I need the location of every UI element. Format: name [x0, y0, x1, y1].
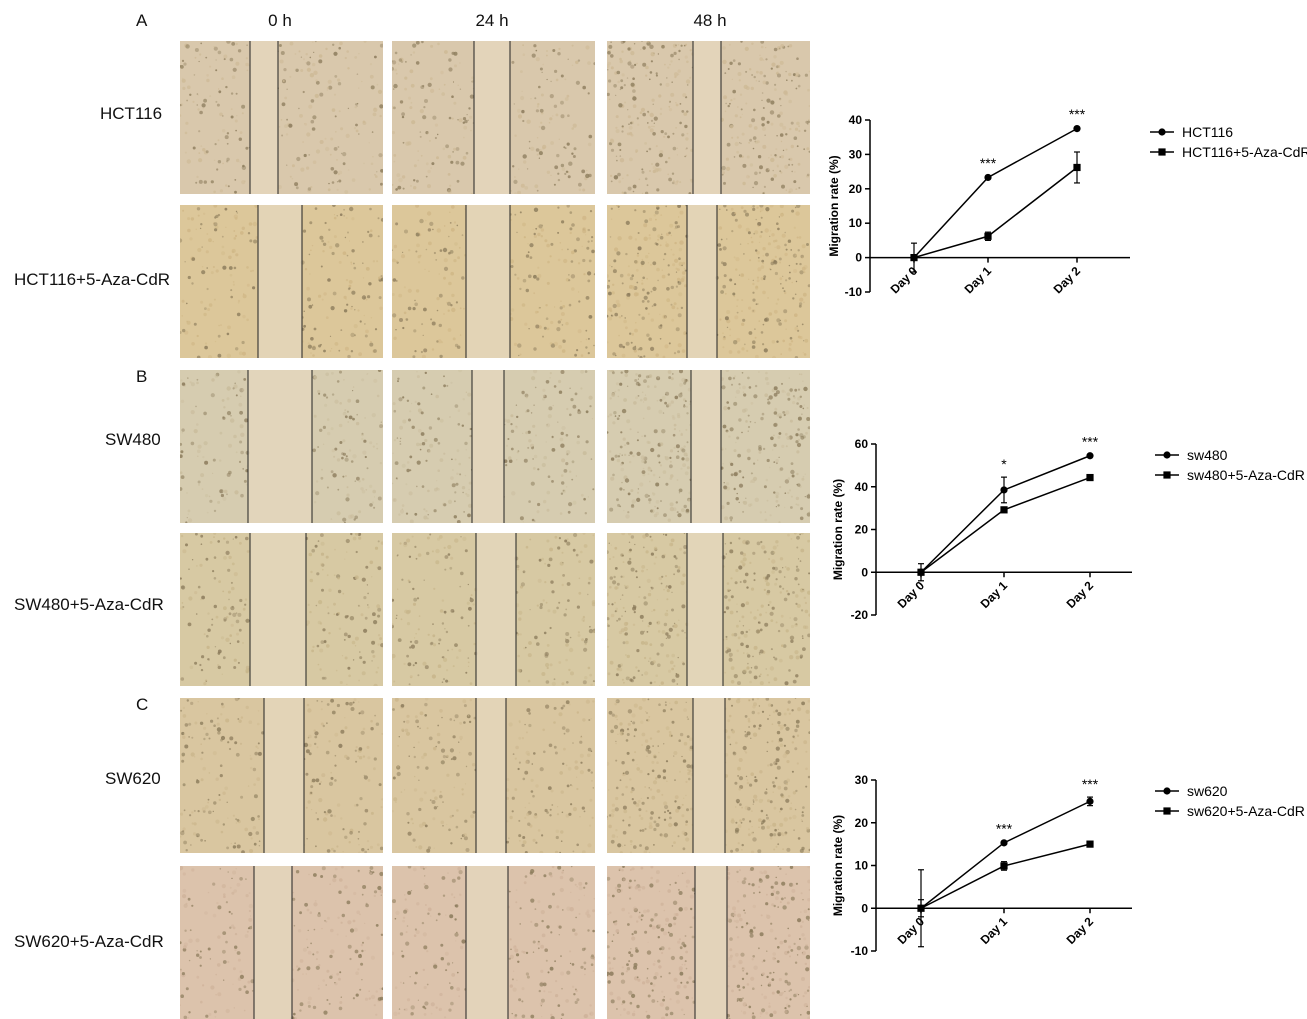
y-tick-label: 10	[849, 216, 863, 230]
data-point	[1086, 452, 1094, 460]
data-point	[1000, 862, 1008, 870]
data-point	[917, 568, 925, 576]
y-axis-label: Migration rate (%)	[827, 155, 841, 256]
significance-label: ***	[1082, 776, 1099, 792]
column-header-0h: 0 h	[268, 11, 292, 30]
data-point	[917, 904, 925, 912]
data-point	[1086, 797, 1094, 805]
microscopy-image	[607, 866, 810, 1019]
row-label-sw480: SW480	[105, 430, 161, 449]
microscopy-image	[180, 370, 383, 523]
legend-marker	[1163, 807, 1171, 815]
x-tick-label: Day 0	[895, 578, 928, 611]
y-tick-label: -10	[851, 944, 869, 958]
y-tick-label: 0	[861, 901, 868, 915]
microscopy-image	[392, 698, 595, 853]
y-tick-label: 20	[849, 182, 863, 196]
x-tick-label: Day 1	[978, 578, 1011, 611]
y-tick-label: -10	[845, 285, 863, 299]
data-point	[1086, 840, 1094, 848]
y-tick-label: 30	[855, 773, 869, 787]
column-header-48h: 48 h	[693, 11, 727, 30]
microscopy-image	[607, 205, 810, 358]
y-tick-label: 0	[861, 565, 868, 579]
legend-label: sw620	[1187, 783, 1228, 799]
microscopy-image	[180, 698, 383, 853]
legend-label: HCT116	[1182, 124, 1233, 140]
data-point	[1086, 473, 1094, 482]
x-tick-label: Day 1	[962, 264, 995, 297]
significance-label: ***	[980, 155, 997, 171]
legend-marker	[1158, 128, 1166, 136]
legend-marker	[1163, 451, 1171, 459]
data-point	[1073, 125, 1081, 133]
column-header-24h: 24 h	[475, 11, 509, 30]
data-point	[1000, 839, 1008, 847]
microscopy-image	[607, 41, 810, 194]
series-line	[920, 843, 1091, 909]
microscopy-image	[607, 698, 810, 853]
legend-label: HCT116+5-Aza-CdR	[1182, 144, 1307, 160]
x-tick-label: Day 0	[888, 264, 921, 297]
panel-letter-b: B	[136, 367, 148, 386]
microscopy-image	[180, 533, 383, 686]
y-tick-label: 30	[849, 147, 863, 161]
data-point	[1000, 506, 1008, 514]
row-label-sw620: SW620	[105, 769, 161, 788]
microscopy-image	[180, 41, 383, 194]
microscopy-image	[607, 533, 810, 686]
microscopy-image	[607, 370, 810, 523]
series-line	[920, 800, 1091, 909]
legend-marker	[1158, 148, 1166, 156]
y-axis-label: Migration rate (%)	[831, 479, 845, 580]
series-line	[920, 455, 1091, 573]
migration-chart-sw480: -20 0 20 40 60 Migration rate (%) Day 0 Day 1 Da…	[831, 433, 1305, 622]
legend-marker	[1163, 471, 1171, 479]
significance-label: *	[1001, 456, 1007, 472]
series-line	[913, 127, 1078, 259]
y-tick-label: 20	[855, 816, 869, 830]
migration-chart-sw620: -10 0 10 20 30 Migration rate (%) Day 0 Day 1 Da…	[831, 773, 1305, 958]
x-tick-label: Day 2	[1064, 578, 1097, 611]
data-point	[910, 254, 918, 262]
row-label-hct116-aza: HCT116+5-Aza-CdR	[14, 270, 171, 289]
data-point	[1073, 163, 1081, 172]
y-tick-label: 40	[855, 480, 869, 494]
legend-label: sw480+5-Aza-CdR	[1187, 467, 1305, 483]
microscopy-image	[392, 370, 595, 523]
data-point	[1000, 486, 1008, 494]
y-tick-label: 20	[855, 523, 869, 537]
y-tick-label: 10	[855, 859, 869, 873]
legend-label: sw480	[1187, 447, 1228, 463]
y-tick-label: 60	[855, 437, 869, 451]
microscopy-image	[180, 866, 383, 1019]
x-tick-label: Day 0	[895, 914, 928, 947]
microscopy-image	[392, 533, 595, 686]
microscopy-image	[180, 205, 383, 358]
significance-label: ***	[1069, 106, 1086, 122]
y-tick-label: 0	[855, 251, 862, 265]
significance-label: ***	[1082, 433, 1099, 449]
x-tick-label: Day 1	[978, 914, 1011, 947]
data-point	[984, 173, 992, 182]
microscopy-image	[392, 866, 595, 1019]
y-axis-label: Migration rate (%)	[831, 815, 845, 916]
y-tick-label: 40	[849, 113, 863, 127]
x-tick-label: Day 2	[1051, 264, 1084, 297]
y-tick-label: -20	[851, 608, 869, 622]
series-line	[913, 166, 1078, 259]
legend-label: sw620+5-Aza-CdR	[1187, 803, 1305, 819]
microscopy-image	[392, 205, 595, 358]
microscopy-image	[392, 41, 595, 194]
row-label-sw480-aza: SW480+5-Aza-CdR	[14, 595, 164, 614]
migration-chart-hct116: -10 0 10 20 30 40 Migration rate (%) Day 0 Day 1…	[827, 106, 1307, 299]
panel-letter-a: A	[136, 11, 148, 30]
significance-label: ***	[996, 821, 1013, 837]
legend-marker	[1163, 787, 1171, 795]
row-label-hct116: HCT116	[100, 104, 163, 123]
panel-letter-c: C	[136, 695, 149, 714]
data-point	[984, 232, 992, 240]
x-tick-label: Day 2	[1064, 914, 1097, 947]
row-label-sw620-aza: SW620+5-Aza-CdR	[14, 932, 164, 951]
